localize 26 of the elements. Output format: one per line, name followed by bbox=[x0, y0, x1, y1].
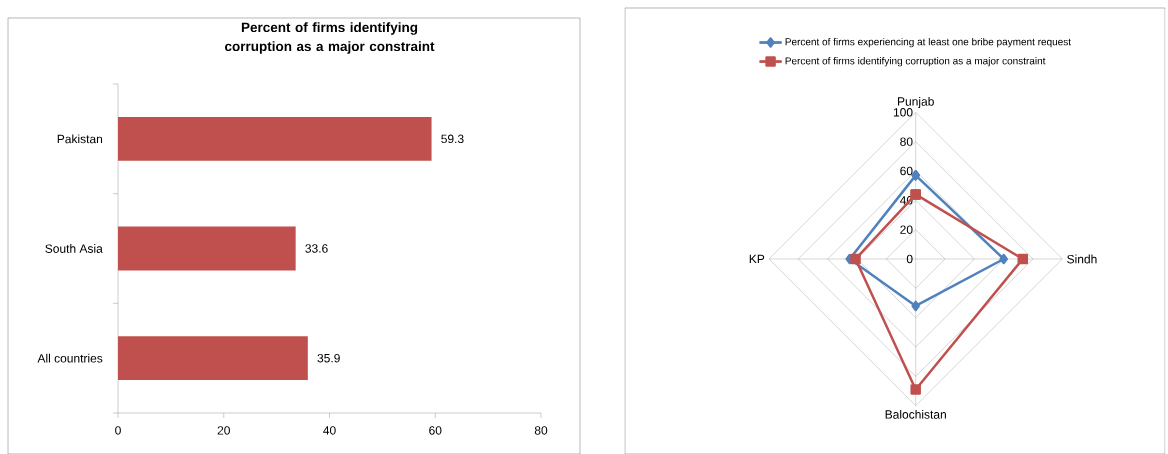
legend-label: Percent of firms identifying corruption as a major constraint bbox=[785, 56, 1046, 67]
x-tick-label: 20 bbox=[217, 426, 230, 435]
spoke-label: Balochistan bbox=[885, 409, 946, 419]
data-label: 35.9 bbox=[317, 353, 340, 363]
data-label: 33.6 bbox=[305, 244, 328, 253]
y-tick-label: All countries bbox=[37, 353, 103, 363]
bar bbox=[118, 116, 432, 161]
spoke-label: Sindh bbox=[1067, 254, 1097, 264]
bar bbox=[118, 226, 296, 271]
y-tick-label: South Asia bbox=[45, 244, 103, 253]
x-tick-label: 40 bbox=[323, 426, 336, 435]
bar bbox=[118, 336, 308, 380]
spoke-label: Punjab bbox=[898, 96, 934, 108]
chart-title: Percent of firms identifying corruption as a major constraint bbox=[225, 22, 435, 54]
x-tick-label: 60 bbox=[429, 426, 442, 435]
x-tick-label: 0 bbox=[115, 426, 121, 435]
spoke-label: KP bbox=[749, 254, 765, 264]
y-tick-label: 80 bbox=[900, 137, 913, 146]
y-tick-label: 20 bbox=[900, 225, 913, 234]
legend-label: Percent of firms experiencing at least one bribe payment request bbox=[785, 37, 1071, 48]
x-tick-label: 80 bbox=[534, 426, 548, 435]
y-tick-label: 60 bbox=[900, 166, 913, 176]
data-label: 59.3 bbox=[441, 134, 464, 143]
y-tick-label: 0 bbox=[906, 254, 913, 264]
y-tick-label: 100 bbox=[893, 107, 913, 117]
y-tick-label: Pakistan bbox=[57, 134, 103, 144]
